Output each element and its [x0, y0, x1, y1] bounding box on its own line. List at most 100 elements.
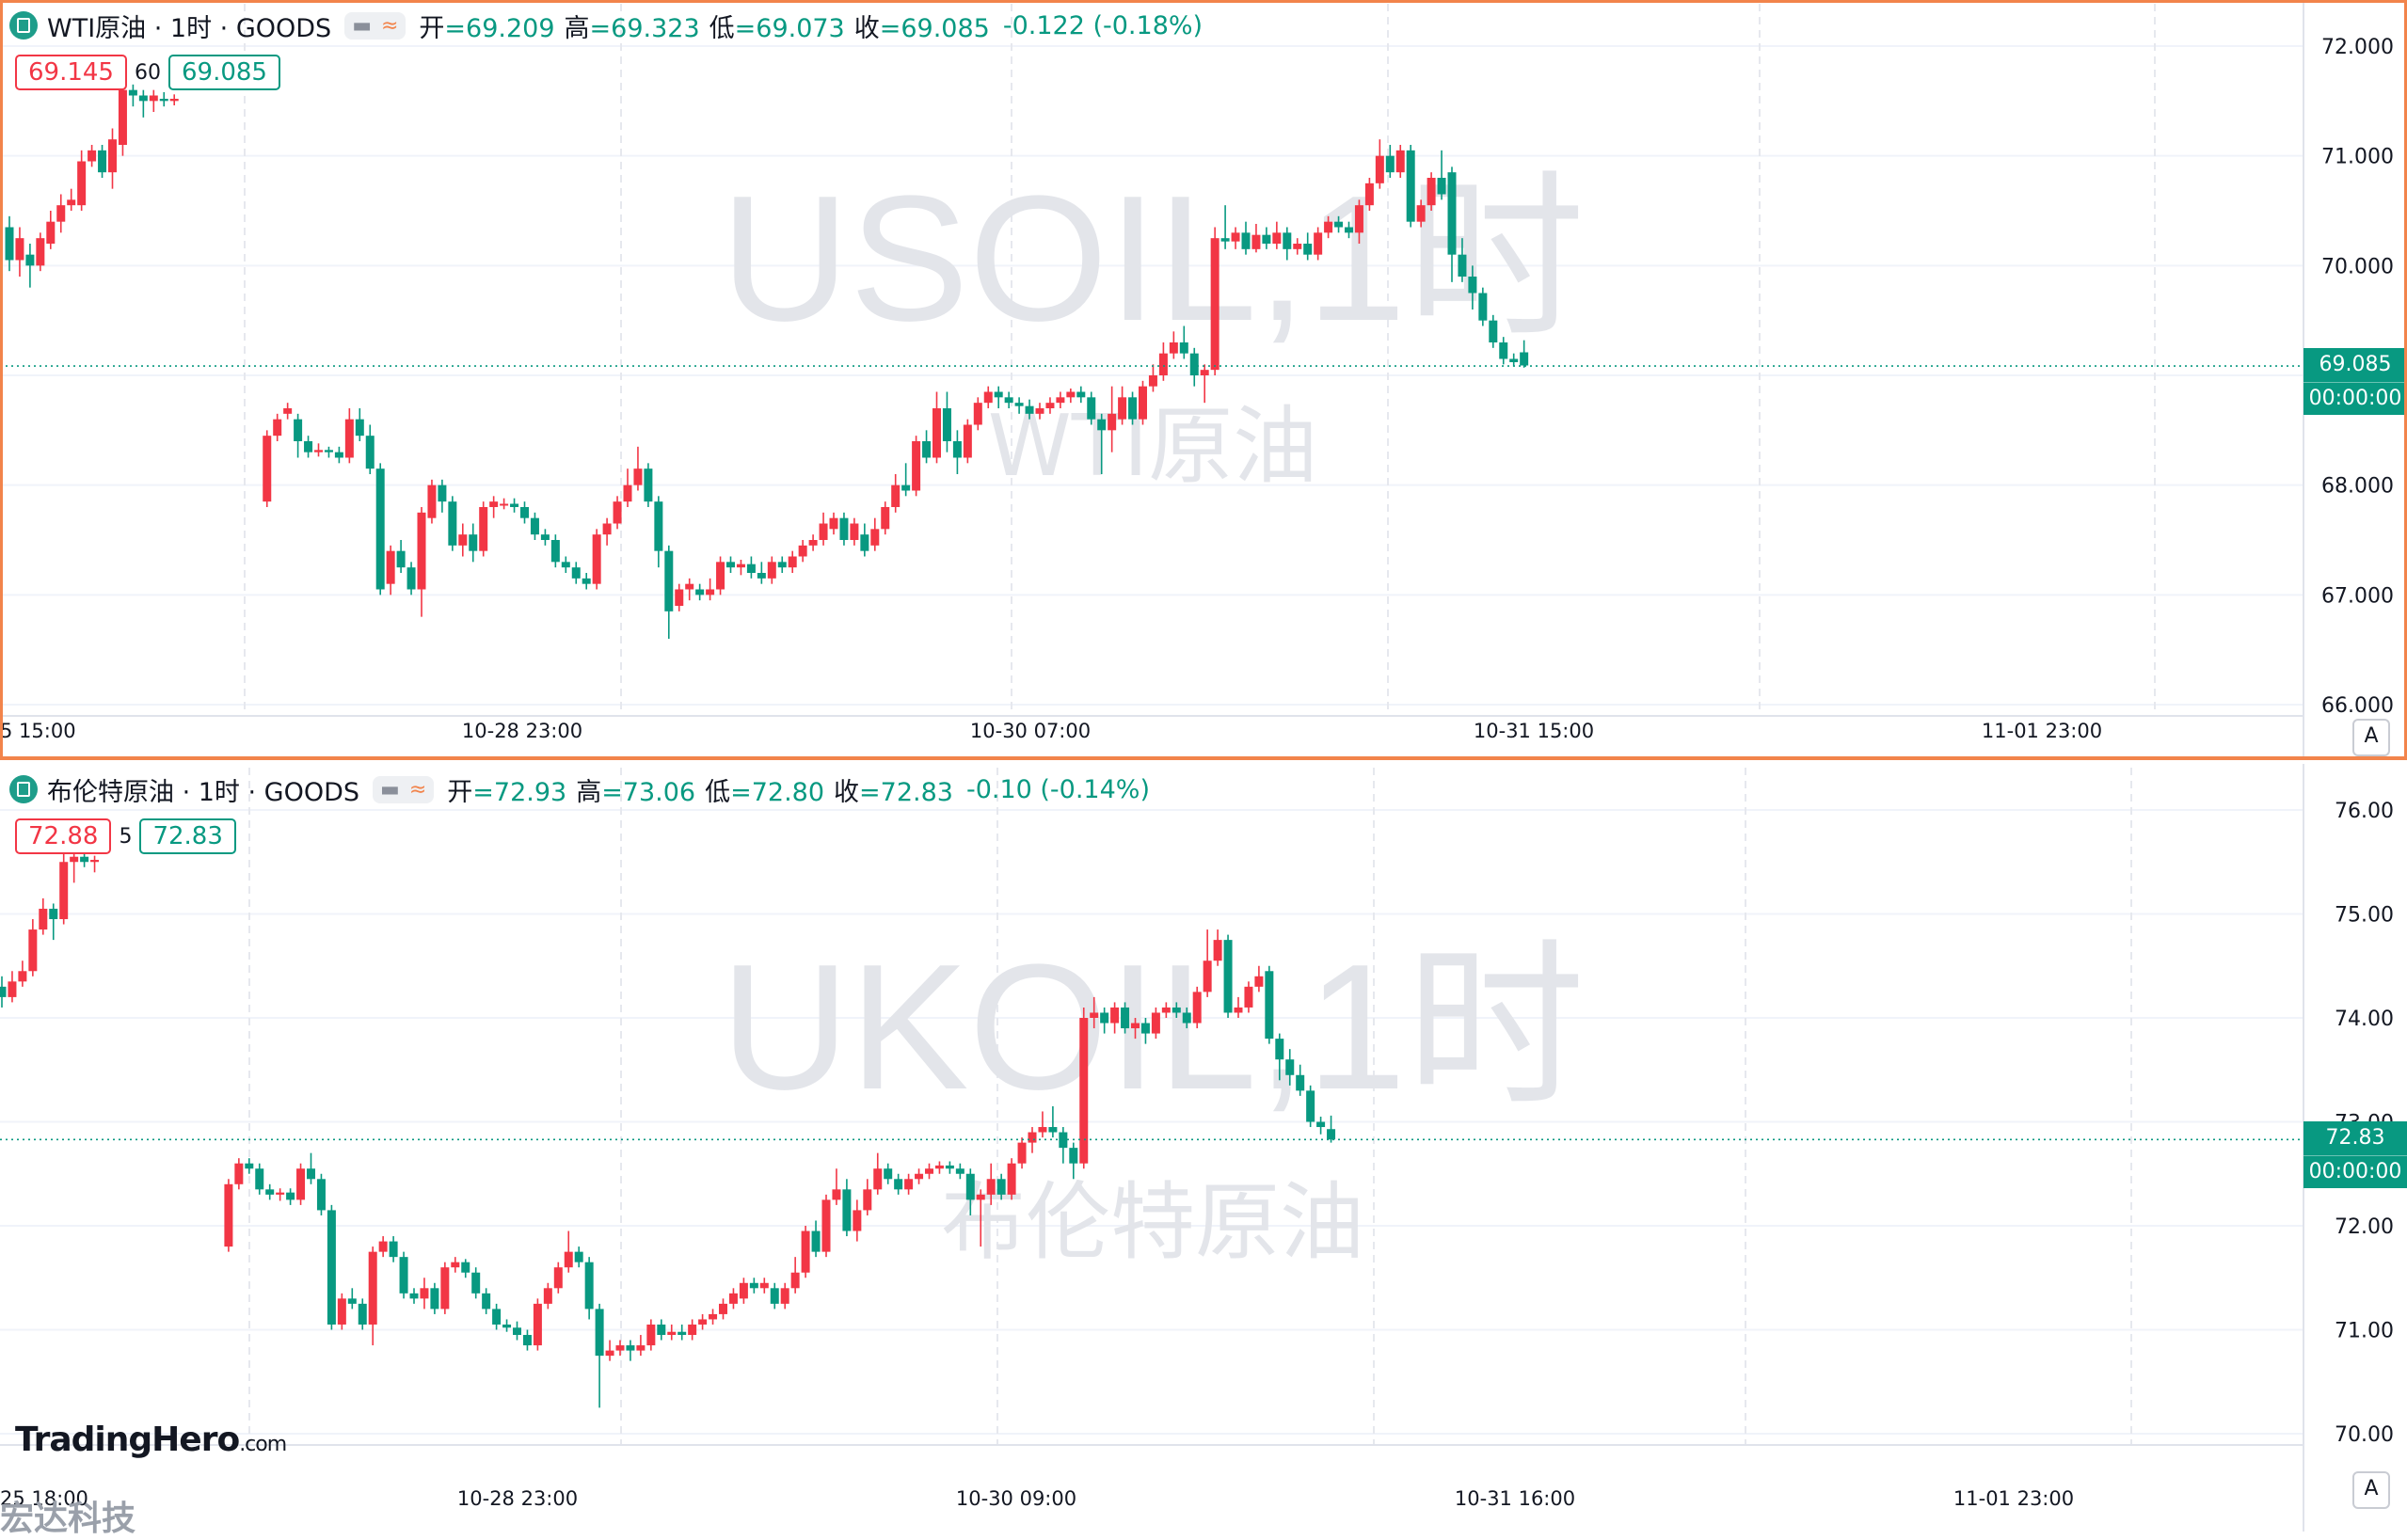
brent-legend-toggles[interactable]: ▬ ≈: [373, 775, 435, 803]
candle: [798, 540, 807, 563]
brent-open: 开=72.93: [447, 777, 567, 807]
candle: [1179, 325, 1188, 359]
wti-ask-button[interactable]: 69.085: [167, 55, 280, 90]
candle: [368, 1246, 377, 1346]
candle: [46, 211, 56, 249]
candle: [819, 512, 828, 546]
tradinghero-logo: TradingHero.com: [15, 1421, 287, 1459]
candle: [986, 1163, 996, 1205]
candle: [389, 1236, 398, 1262]
price-tick-label: 70.00: [2335, 1423, 2394, 1447]
candle: [265, 1183, 275, 1200]
candle: [709, 1309, 718, 1325]
candle: [1172, 1002, 1181, 1018]
wti-symbol-title[interactable]: WTI原油 · 1时 · GOODS: [47, 13, 332, 43]
brent-chart-pane[interactable]: UKOIL,1时布伦特原油76.0075.0074.0073.0072.0071…: [0, 764, 2407, 1532]
candle: [1069, 1142, 1078, 1180]
compare-wave-icon[interactable]: ≈: [408, 777, 427, 802]
wti-candlestick-chart[interactable]: USOIL,1时WTI原油72.00071.00070.00069.00068.…: [0, 0, 2407, 760]
candle: [664, 545, 674, 639]
candle: [1520, 340, 1529, 368]
candle: [1416, 199, 1426, 228]
compare-wave-icon[interactable]: ≈: [380, 13, 399, 38]
candle: [304, 436, 313, 458]
candle: [67, 188, 76, 211]
candle: [386, 545, 395, 595]
candle: [1056, 391, 1065, 408]
time-tick-label: 10-31 15:00: [1474, 720, 1594, 742]
brent-legend: 布伦特原油 · 1时 · GOODS ▬ ≈ 开=72.93 高=73.06 低…: [9, 768, 1150, 811]
candle: [1139, 380, 1147, 425]
candle: [891, 474, 901, 513]
wti-auto-scale-button[interactable]: A: [2352, 719, 2390, 756]
candle: [1192, 986, 1202, 1029]
candle: [1262, 227, 1271, 249]
candle: [378, 1236, 388, 1258]
candle: [1283, 227, 1292, 261]
candle: [358, 1298, 367, 1330]
hide-eye-icon[interactable]: ▬: [352, 13, 372, 38]
brent-bid-ask: 72.88 5 72.83: [15, 818, 236, 854]
candle: [574, 1246, 583, 1268]
candle: [1275, 1033, 1284, 1081]
candle: [36, 232, 45, 272]
candle: [842, 1179, 852, 1237]
candle: [344, 408, 354, 464]
candle: [1014, 397, 1024, 414]
candle: [595, 1303, 604, 1408]
wti-chart-pane[interactable]: USOIL,1时WTI原油72.00071.00070.00069.00068.…: [0, 0, 2407, 760]
brent-auto-scale-button[interactable]: A: [2352, 1471, 2390, 1509]
candle: [1007, 1158, 1016, 1200]
wti-legend-toggles[interactable]: ▬ ≈: [344, 11, 406, 40]
candle: [564, 1230, 573, 1273]
candle: [1327, 1115, 1336, 1143]
candle: [976, 1189, 985, 1247]
candle: [543, 1282, 552, 1310]
wti-spread: 60: [134, 60, 161, 85]
candle: [1090, 996, 1099, 1029]
candle: [1213, 929, 1222, 966]
candle: [461, 1259, 470, 1278]
brent-low: 低=72.80: [705, 777, 825, 807]
candle: [492, 1303, 502, 1330]
candle: [1296, 1064, 1305, 1096]
candle: [56, 194, 66, 233]
candle: [965, 1168, 975, 1215]
brent-symbol-title[interactable]: 布伦特原油 · 1时 · GOODS: [47, 777, 360, 807]
candle: [8, 971, 17, 1003]
candle: [623, 468, 632, 507]
time-tick-label: 10-30 07:00: [970, 720, 1091, 742]
candle: [482, 1288, 491, 1314]
candle: [550, 534, 560, 568]
candle: [420, 1278, 429, 1310]
candle: [417, 507, 426, 617]
candle: [644, 463, 653, 507]
brent-candlestick-chart[interactable]: UKOIL,1时布伦特原油76.0075.0074.0073.0072.0071…: [0, 764, 2407, 1532]
hide-eye-icon[interactable]: ▬: [380, 777, 400, 802]
candle: [675, 583, 684, 611]
candle: [963, 419, 972, 464]
candle: [934, 1161, 944, 1174]
candle: [327, 1204, 336, 1330]
candle: [1017, 1137, 1027, 1169]
candle: [602, 517, 612, 546]
candle: [1375, 139, 1384, 189]
wti-bid-button[interactable]: 69.145: [15, 55, 127, 90]
candle: [469, 523, 478, 563]
price-tick-label: 71.000: [2321, 146, 2394, 169]
brent-change: -0.10 (-0.14%): [965, 774, 1150, 804]
candle: [406, 562, 416, 595]
time-tick-label: 11-01 23:00: [1953, 1487, 2074, 1510]
price-tick-label: 72.00: [2335, 1215, 2394, 1239]
candle: [1004, 391, 1013, 408]
brent-bid-button[interactable]: 72.88: [15, 818, 112, 854]
symbol-logo-icon: [9, 775, 38, 803]
candle: [821, 1194, 831, 1258]
brent-ask-button[interactable]: 72.83: [139, 818, 236, 854]
price-tick-label: 67.000: [2321, 584, 2394, 608]
candle: [719, 1298, 727, 1320]
price-tick-label: 66.000: [2321, 694, 2394, 718]
candle: [533, 1298, 542, 1351]
candle: [1223, 934, 1233, 1018]
wti-high: 高=69.323: [564, 13, 700, 43]
